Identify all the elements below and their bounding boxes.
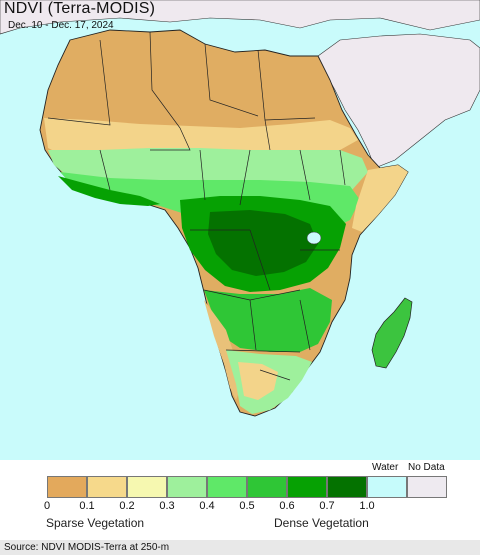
- sahel-zone: [44, 118, 358, 154]
- legend-tick-label: 0.6: [279, 500, 295, 512]
- legend-swatch: [367, 476, 407, 498]
- europe-landmass: [0, 0, 480, 35]
- legend-dense-label: Dense Vegetation: [274, 516, 369, 530]
- legend-water-label: Water: [372, 462, 399, 473]
- legend-tick-label: 0.3: [159, 500, 175, 512]
- legend-tick-label: 0.5: [239, 500, 255, 512]
- legend-tick-label: 0.1: [79, 500, 95, 512]
- legend-tick-label: 1.0: [359, 500, 375, 512]
- map-svg: [0, 0, 480, 417]
- horn-of-africa: [352, 165, 408, 232]
- southern-central-green: [204, 288, 332, 352]
- south-dry: [238, 362, 278, 400]
- congo-dense-forest: [208, 210, 318, 276]
- map-title: NDVI (Terra-MODIS): [4, 0, 156, 17]
- source-credit: Source: NDVI MODIS-Terra at 250-m: [0, 540, 480, 555]
- legend-swatch: [207, 476, 247, 498]
- date-range: Dec. 10 - Dec. 17, 2024: [8, 20, 114, 31]
- legend-tick-label: 0: [43, 500, 51, 512]
- legend-sparse-label: Sparse Vegetation: [46, 516, 145, 530]
- legend-swatch: [327, 476, 367, 498]
- legend-tick-label: 0.2: [119, 500, 135, 512]
- country-borders: [47, 31, 346, 381]
- legend-swatches: [47, 476, 447, 498]
- legend-swatch: [407, 476, 447, 498]
- ndvi-map: NDVI (Terra-MODIS) Dec. 10 - Dec. 17, 20…: [0, 0, 480, 460]
- legend-swatch: [287, 476, 327, 498]
- legend-swatch: [87, 476, 127, 498]
- lake-victoria: [306, 231, 322, 245]
- legend-tick-label: 0.7: [319, 500, 335, 512]
- legend-nodata-label: No Data: [408, 462, 445, 473]
- legend-swatch: [247, 476, 287, 498]
- middle-east-landmass: [317, 33, 480, 169]
- legend-swatch: [47, 476, 87, 498]
- legend-swatch: [127, 476, 167, 498]
- legend: Water No Data 0 0.1 0.2 0.3 0.4 0.5 0.6 0.7 1.0 …: [0, 460, 480, 540]
- kalahari-zone: [204, 300, 242, 400]
- madagascar: [371, 297, 413, 369]
- legend-swatch: [167, 476, 207, 498]
- west-africa-coast: [58, 176, 160, 206]
- legend-tick-label: 0.4: [199, 500, 215, 512]
